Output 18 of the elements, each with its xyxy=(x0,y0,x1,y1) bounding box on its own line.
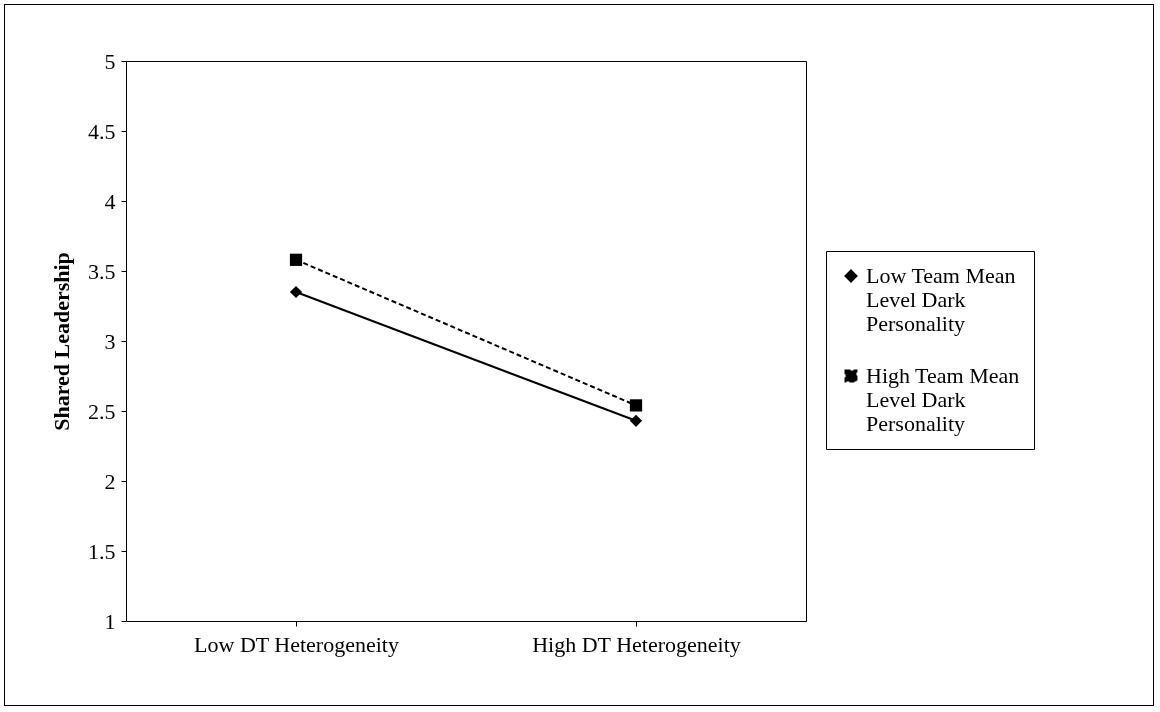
point xyxy=(629,399,643,412)
x-tick-label: High DT Heterogeneity xyxy=(532,631,741,657)
y-tick-label: 4.5 xyxy=(88,118,116,144)
y-tick-label: 3 xyxy=(104,328,116,354)
legend-label: High Team Mean Level Dark Personality xyxy=(866,363,1020,436)
point xyxy=(629,414,643,427)
y-tick-label: 2.5 xyxy=(88,398,116,424)
y-tick-label: 1 xyxy=(104,608,116,634)
legend-label: Low Team Mean Level Dark Personality xyxy=(866,263,1016,336)
point xyxy=(289,285,303,299)
x-tick-label: Low DT Heterogeneity xyxy=(194,631,399,657)
y-tick-label: 5 xyxy=(104,48,116,74)
point xyxy=(289,253,303,266)
y-tick-label: 4 xyxy=(104,188,116,214)
y-axis-title: Shared Leadership xyxy=(49,252,74,431)
y-tick-label: 2 xyxy=(104,468,116,494)
y-tick-label: 3.5 xyxy=(88,258,116,284)
y-tick-label: 1.5 xyxy=(88,538,116,564)
